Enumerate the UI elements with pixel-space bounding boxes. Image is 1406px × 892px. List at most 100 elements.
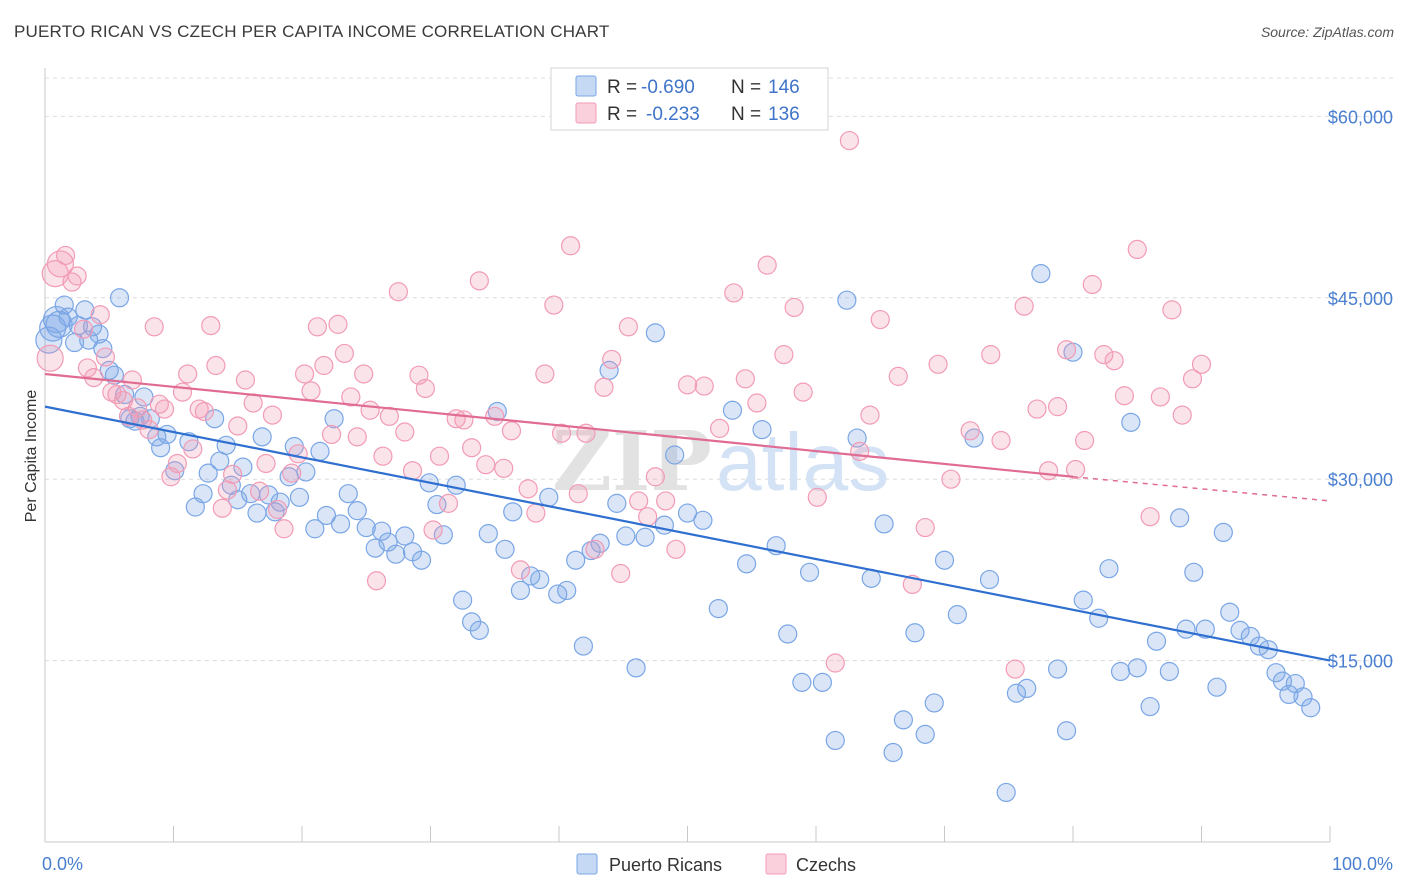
puerto-rican-point-124	[1099, 559, 1119, 579]
puerto-rican-point-101	[825, 730, 845, 751]
czech-point-86	[611, 563, 631, 584]
puerto-rican-point-55	[372, 521, 392, 541]
puerto-rican-point-78	[566, 550, 586, 570]
czech-point-83	[585, 539, 605, 559]
puerto-rican-point-126	[1121, 412, 1141, 432]
puerto-rican-point-11	[89, 324, 109, 344]
czech-point-43	[288, 444, 308, 464]
czech-point-0	[36, 344, 64, 372]
czech-point-26	[183, 439, 203, 459]
puerto-rican-point-147	[1301, 698, 1321, 718]
czech-point-57	[379, 406, 399, 426]
czech-point-31	[212, 498, 232, 518]
czech-point-62	[415, 378, 435, 399]
czech-point-79	[551, 423, 572, 443]
puerto-rican-point-32	[216, 435, 236, 455]
puerto-rican-point-127	[1127, 658, 1147, 678]
legend-n-value-1: 146	[768, 77, 800, 98]
puerto-rican-point-137	[1220, 602, 1240, 622]
puerto-rican-point-24	[157, 424, 177, 445]
czech-point-5	[67, 266, 87, 286]
czech-point-27	[189, 399, 209, 419]
czech-point-9	[90, 305, 110, 325]
puerto-rican-point-107	[893, 710, 913, 730]
czech-point-130	[1140, 507, 1160, 527]
czech-point-54	[360, 400, 380, 420]
puerto-rican-point-90	[677, 503, 698, 523]
czech-point-15	[122, 370, 142, 390]
czech-point-4	[62, 272, 82, 292]
x-tick-label-min: 0.0%	[42, 854, 83, 874]
y-axis-label: Per Capita Income	[23, 390, 40, 523]
czech-point-39	[262, 405, 283, 425]
puerto-rican-point-51	[338, 484, 358, 504]
legend-bottom-label-czechs: Czechs	[796, 855, 856, 875]
czech-point-120	[1038, 461, 1059, 481]
puerto-rican-point-85	[626, 658, 646, 678]
czech-point-132	[1162, 300, 1182, 320]
czech-point-122	[1056, 340, 1077, 360]
puerto-rican-point-53	[356, 517, 376, 538]
czech-point-89	[638, 507, 658, 527]
puerto-rican-point-20	[134, 387, 154, 407]
czech-point-56	[373, 446, 393, 466]
puerto-rican-trend-line	[44, 405, 1331, 662]
puerto-rican-point-136	[1213, 522, 1233, 543]
puerto-rican-point-111	[934, 550, 955, 570]
chart-title: PUERTO RICAN VS CZECH PER CAPITA INCOME …	[14, 22, 610, 41]
puerto-rican-point-50	[330, 514, 351, 534]
czech-point-118	[1014, 296, 1034, 316]
czech-point-131	[1150, 387, 1170, 407]
puerto-rican-point-146	[1293, 687, 1313, 707]
czech-point-88	[629, 491, 649, 511]
czech-point-108	[870, 309, 890, 330]
puerto-rican-point-70	[495, 539, 515, 559]
czech-point-77	[535, 364, 555, 384]
puerto-rican-point-108	[905, 623, 925, 643]
czech-point-87	[618, 317, 638, 337]
czech-point-52	[347, 427, 367, 447]
czech-point-112	[928, 354, 948, 374]
puerto-rican-point-91	[693, 510, 713, 530]
legend-swatch-puerto-ricans	[575, 75, 597, 97]
puerto-rican-point-79	[573, 636, 594, 656]
czech-point-29	[201, 315, 221, 336]
puerto-rican-point-92	[708, 598, 728, 619]
puerto-rican-point-131	[1170, 508, 1190, 528]
puerto-rican-point-95	[752, 420, 772, 440]
czech-point-98	[747, 393, 767, 413]
puerto-rican-point-112	[947, 605, 967, 625]
czech-point-100	[774, 345, 794, 365]
puerto-rican-point-15	[109, 288, 130, 308]
puerto-rican-point-99	[799, 562, 820, 582]
czech-point-70	[476, 455, 496, 475]
puerto-rican-point-60	[411, 550, 432, 570]
legend-r-value-2: -0.233	[646, 104, 700, 125]
puerto-rican-point-3	[45, 310, 73, 338]
czech-point-48	[321, 424, 342, 445]
czech-point-96	[724, 283, 744, 303]
y-tick-label-3: $60,000	[1328, 107, 1393, 127]
legend-r-value-1: -0.690	[641, 77, 695, 98]
puerto-rican-point-67	[469, 620, 489, 640]
puerto-rican-point-40	[265, 502, 285, 522]
czech-point-7	[77, 358, 98, 378]
czech-point-67	[454, 410, 474, 430]
puerto-rican-point-132	[1176, 619, 1196, 639]
puerto-rican-point-119	[1047, 659, 1068, 679]
czech-point-53	[354, 364, 374, 384]
puerto-rican-point-87	[645, 323, 665, 343]
czech-point-59	[395, 422, 415, 442]
czech-trend-line	[44, 372, 1074, 478]
czech-point-91	[656, 491, 676, 511]
puerto-rican-point-72	[510, 580, 531, 601]
puerto-rican-point-89	[665, 445, 685, 465]
puerto-rican-point-57	[386, 544, 406, 564]
czech-trend-line-extension	[1072, 476, 1331, 502]
legend-bottom-swatch-puerto-ricans	[576, 853, 598, 875]
czech-point-58	[388, 282, 408, 302]
legend-box	[550, 67, 829, 131]
puerto-rican-point-130	[1159, 661, 1179, 682]
puerto-rican-point-109	[915, 724, 935, 744]
puerto-rican-point-144	[1279, 684, 1299, 705]
